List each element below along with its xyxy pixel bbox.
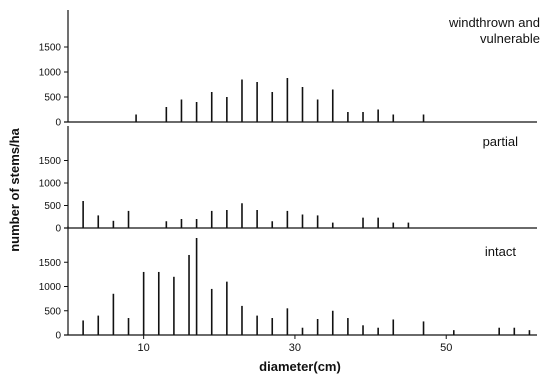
panel-title-line: partial xyxy=(483,134,519,149)
y-tick-label: 500 xyxy=(44,306,61,317)
y-tick-label: 0 xyxy=(55,224,61,235)
x-axis-title: diameter(cm) xyxy=(259,359,341,374)
panel-3: 0 500 1000 1500 intact xyxy=(39,226,537,342)
panel-2: 0 500 1000 1500 partial xyxy=(39,126,537,235)
x-tick-label: 10 xyxy=(138,342,150,354)
y-tick-label: 1000 xyxy=(39,282,62,293)
x-tick-label: 30 xyxy=(289,342,301,354)
panel-title-line: vulnerable xyxy=(480,31,540,46)
y-tick-label: 1000 xyxy=(39,179,62,190)
x-tick-label: 50 xyxy=(440,342,452,354)
y-tick-label: 0 xyxy=(55,331,61,342)
panel-title-line: windthrown and xyxy=(448,15,540,30)
y-tick-label: 1000 xyxy=(39,68,62,79)
panel-title-line: intact xyxy=(485,244,516,259)
y-axis-title: number of stems/ha xyxy=(7,127,22,251)
y-tick-label: 1500 xyxy=(39,258,62,269)
y-tick-label: 500 xyxy=(44,93,61,104)
y-tick-label: 500 xyxy=(44,201,61,212)
x-axis: 10 30 50 xyxy=(138,335,452,354)
y-tick-label: 1500 xyxy=(39,43,62,54)
y-tick-label: 0 xyxy=(55,118,61,129)
y-tick-label: 1500 xyxy=(39,156,62,167)
